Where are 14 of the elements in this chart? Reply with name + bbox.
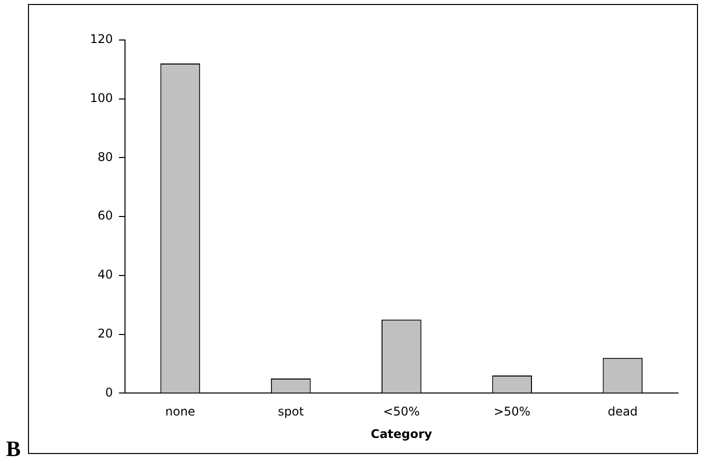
y-tick-label: 20 bbox=[98, 326, 113, 340]
y-tick-label: 60 bbox=[98, 208, 113, 223]
x-tick-label: <50% bbox=[383, 404, 420, 419]
x-tick-label: >50% bbox=[494, 404, 530, 419]
x-tick-label: spot bbox=[278, 404, 304, 419]
y-tick-label: 100 bbox=[90, 90, 113, 105]
y-tick-label: 80 bbox=[98, 150, 113, 164]
y-tick-label: 120 bbox=[90, 32, 113, 46]
y-tick-label: 40 bbox=[98, 268, 113, 282]
x-axis-title: Category bbox=[370, 426, 432, 441]
text: B bbox=[6, 436, 21, 462]
x-tick-label: none bbox=[165, 404, 196, 419]
x-tick-label: dead bbox=[608, 404, 638, 419]
y-tick-label: 0 bbox=[105, 385, 113, 400]
